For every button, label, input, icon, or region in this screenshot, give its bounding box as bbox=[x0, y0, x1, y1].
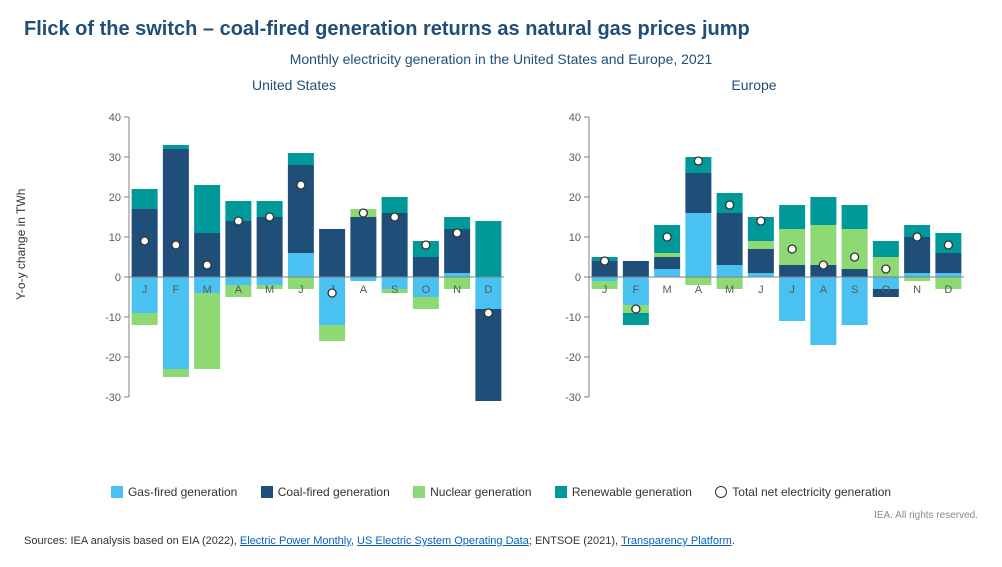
svg-text:0: 0 bbox=[115, 272, 121, 284]
svg-text:10: 10 bbox=[109, 232, 121, 244]
svg-text:S: S bbox=[391, 284, 398, 296]
link-epm[interactable]: Electric Power Monthly bbox=[240, 535, 351, 547]
svg-text:O: O bbox=[422, 284, 431, 296]
svg-text:F: F bbox=[173, 284, 180, 296]
legend: Gas-fired generation Coal-fired generati… bbox=[0, 485, 1002, 501]
svg-text:-10: -10 bbox=[105, 312, 121, 324]
chart-eu: -30 -20 -10 0 10 20 30 40 J F M A M J J A S O N D bbox=[534, 97, 974, 427]
legend-gas: Gas-fired generation bbox=[111, 485, 237, 499]
svg-text:J: J bbox=[789, 284, 795, 296]
svg-text:20: 20 bbox=[569, 192, 581, 204]
panel-title-us: United States bbox=[74, 77, 514, 93]
svg-text:M: M bbox=[265, 284, 274, 296]
legend-total: Total net electricity generation bbox=[715, 485, 891, 499]
svg-text:J: J bbox=[758, 284, 764, 296]
svg-text:F: F bbox=[633, 284, 640, 296]
panel-title-eu: Europe bbox=[534, 77, 974, 93]
svg-text:S: S bbox=[851, 284, 858, 296]
svg-text:M: M bbox=[203, 284, 212, 296]
svg-text:M: M bbox=[725, 284, 734, 296]
svg-text:N: N bbox=[913, 284, 921, 296]
svg-text:N: N bbox=[453, 284, 461, 296]
svg-text:40: 40 bbox=[569, 112, 581, 124]
chart-area: United States Europe -30 -20 -10 0 10 20 30 40 J… bbox=[24, 77, 978, 477]
legend-renewable: Renewable generation bbox=[555, 485, 692, 499]
legend-coal: Coal-fired generation bbox=[261, 485, 390, 499]
svg-text:0: 0 bbox=[575, 272, 581, 284]
chart-us: -30-20-10010203040JFMAMJJASOND bbox=[74, 97, 514, 427]
svg-text:10: 10 bbox=[569, 232, 581, 244]
svg-text:-20: -20 bbox=[565, 352, 581, 364]
svg-text:-30: -30 bbox=[105, 392, 121, 404]
link-entsoe[interactable]: Transparency Platform bbox=[621, 535, 732, 547]
link-useso[interactable]: US Electric System Operating Data bbox=[357, 535, 529, 547]
svg-text:A: A bbox=[695, 284, 703, 296]
svg-text:-10: -10 bbox=[565, 312, 581, 324]
sources-line: Sources: IEA analysis based on EIA (2022… bbox=[24, 535, 735, 547]
attribution: IEA. All rights reserved. bbox=[874, 510, 978, 521]
svg-text:20: 20 bbox=[109, 192, 121, 204]
svg-text:30: 30 bbox=[569, 152, 581, 164]
svg-text:O: O bbox=[882, 284, 891, 296]
svg-text:A: A bbox=[360, 284, 368, 296]
svg-text:D: D bbox=[944, 284, 952, 296]
legend-nuclear: Nuclear generation bbox=[413, 485, 531, 499]
svg-text:J: J bbox=[602, 284, 608, 296]
svg-text:D: D bbox=[484, 284, 492, 296]
svg-text:A: A bbox=[820, 284, 828, 296]
svg-text:-20: -20 bbox=[105, 352, 121, 364]
svg-text:J: J bbox=[298, 284, 304, 296]
svg-text:-30: -30 bbox=[565, 392, 581, 404]
page-subtitle: Monthly electricity generation in the Un… bbox=[24, 51, 978, 67]
svg-text:30: 30 bbox=[109, 152, 121, 164]
svg-text:M: M bbox=[663, 284, 672, 296]
svg-text:40: 40 bbox=[109, 112, 121, 124]
page-title: Flick of the switch – coal-fired generat… bbox=[24, 18, 978, 41]
svg-text:A: A bbox=[235, 284, 243, 296]
svg-text:J: J bbox=[142, 284, 148, 296]
